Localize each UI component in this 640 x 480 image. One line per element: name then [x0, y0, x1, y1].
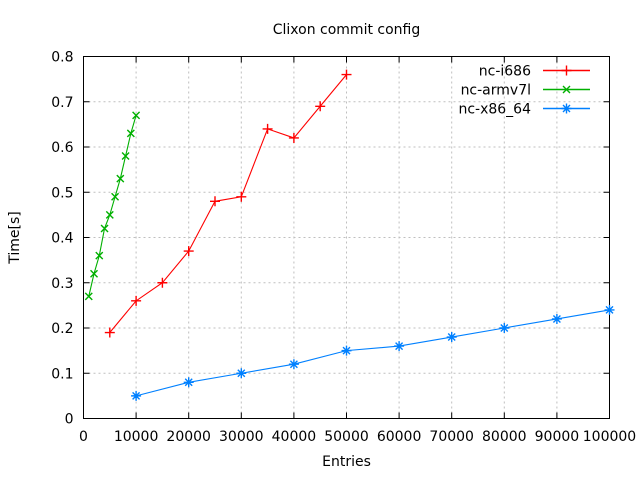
- grid: [83, 56, 610, 419]
- y-axis-label: Time[s]: [7, 211, 23, 264]
- series-line-nc-armv7l: [88, 115, 137, 297]
- legend-entry-nc-i686: nc-i686: [479, 64, 590, 80]
- x-tick-label: 40000: [272, 429, 317, 445]
- legend: nc-i686 nc-armv7l nc-x86_64: [458, 64, 590, 118]
- y-tick-label: 0: [65, 412, 74, 428]
- y-tick-label: 0.6: [51, 140, 73, 156]
- axes: 0 10000 20000 30000 40000 50000 60000 70000 8000…: [51, 50, 636, 446]
- x-axis-label: Entries: [322, 454, 371, 470]
- legend-sample-marker: [562, 85, 571, 94]
- legend-sample-marker: [561, 103, 572, 114]
- legend-label: nc-armv7l: [461, 83, 531, 99]
- x-tick-label: 90000: [535, 429, 580, 445]
- series-markers-nc-x86_64: [131, 304, 615, 401]
- series-nc-i686: [104, 69, 352, 338]
- series-markers-nc-armv7l: [84, 111, 141, 301]
- y-tick-label: 0.1: [51, 366, 73, 382]
- x-tick-label: 20000: [166, 429, 211, 445]
- series-line-nc-x86_64: [135, 309, 610, 397]
- x-tick-label: 30000: [219, 429, 264, 445]
- y-tick-label: 0.8: [51, 50, 73, 66]
- legend-entry-nc-armv7l: nc-armv7l: [461, 83, 590, 99]
- x-tick-label: 0: [79, 429, 88, 445]
- series-markers-nc-i686: [104, 69, 352, 338]
- x-tick-label: 60000: [377, 429, 422, 445]
- series-nc-x86_64: [131, 304, 615, 401]
- legend-label: nc-x86_64: [458, 102, 531, 118]
- x-tick-label: 10000: [114, 429, 159, 445]
- x-tick-label: 100000: [583, 429, 636, 445]
- y-tick-label: 0.2: [51, 321, 73, 337]
- legend-label: nc-i686: [479, 64, 531, 80]
- x-tick-label: 70000: [429, 429, 474, 445]
- y-tick-label: 0.4: [51, 231, 73, 247]
- y-tick-label: 0.3: [51, 276, 73, 292]
- series-line-nc-i686: [109, 74, 347, 333]
- legend-entry-nc-x86_64: nc-x86_64: [458, 102, 590, 118]
- x-tick-label: 80000: [482, 429, 527, 445]
- chart-title: Clixon commit config: [273, 22, 421, 38]
- legend-sample-marker: [561, 65, 572, 76]
- x-tick-label: 50000: [324, 429, 369, 445]
- y-tick-label: 0.7: [51, 95, 73, 111]
- series-nc-armv7l: [84, 111, 141, 301]
- y-tick-label: 0.5: [51, 185, 73, 201]
